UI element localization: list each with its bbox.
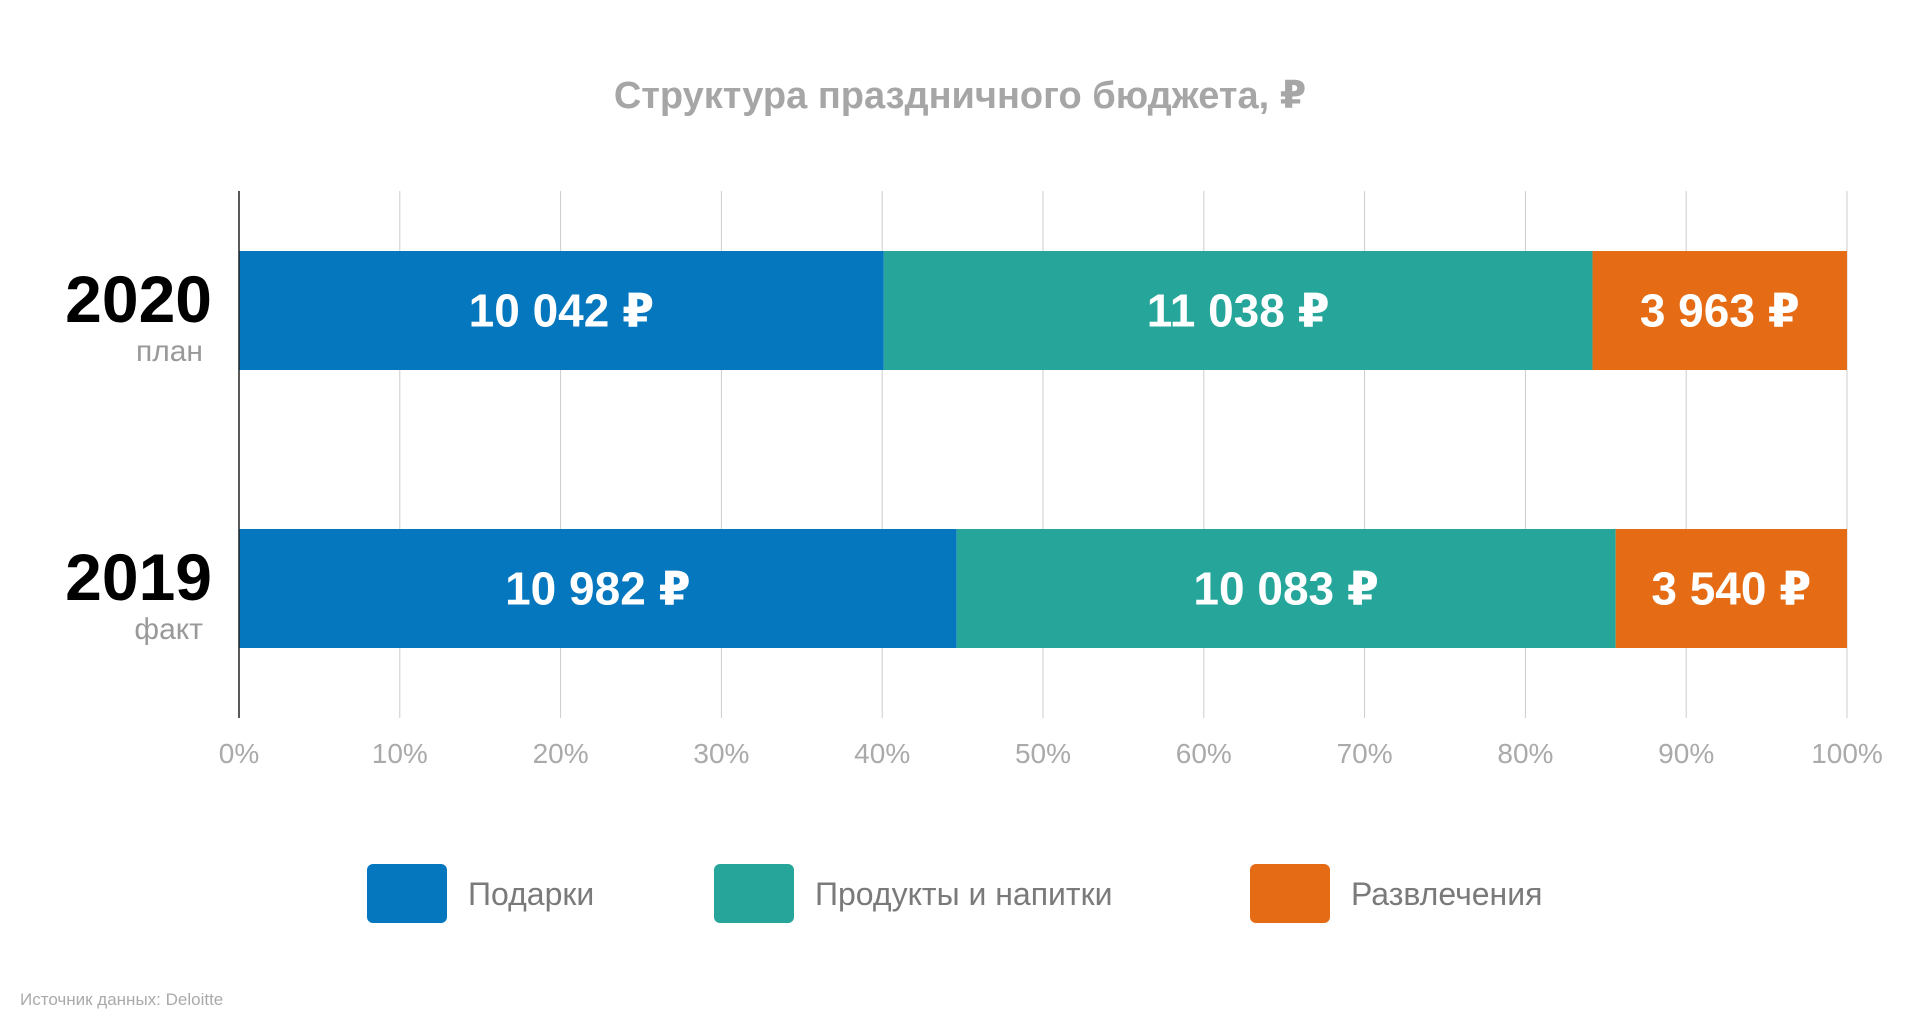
source-footer: Источник данных: Deloitte — [20, 990, 223, 1009]
x-tick-label: 0% — [219, 738, 259, 769]
legend-label: Продукты и напитки — [815, 876, 1112, 912]
category-label: 2019 — [65, 540, 212, 614]
bar-value-label: 11 038 ₽ — [1147, 285, 1330, 337]
bar-segment — [239, 529, 957, 648]
bar-value-label: 3 963 ₽ — [1640, 285, 1800, 337]
bar-value-label: 10 982 ₽ — [505, 563, 690, 615]
x-tick-label: 20% — [533, 738, 589, 769]
bar-segment — [883, 251, 1593, 370]
legend-swatch — [714, 864, 794, 923]
bar-value-label: 3 540 ₽ — [1651, 563, 1811, 615]
x-tick-label: 60% — [1176, 738, 1232, 769]
legend: Подарки Продукты и напитки Развлечения — [367, 864, 1542, 923]
bars: 10 042 ₽ 11 038 ₽ 3 963 ₽ 10 982 ₽ 10 083 ₽ 3… — [239, 251, 1847, 648]
legend-item: Развлечения — [1250, 864, 1542, 923]
category-sublabel: план — [136, 335, 203, 368]
legend-swatch — [1250, 864, 1330, 923]
legend-item: Подарки — [367, 864, 594, 923]
x-tick-label: 100% — [1811, 738, 1883, 769]
category-sublabel: факт — [134, 613, 203, 646]
x-tick-label: 90% — [1658, 738, 1714, 769]
category-label: 2020 — [65, 262, 212, 336]
legend-swatch — [367, 864, 447, 923]
bar-value-label: 10 042 ₽ — [469, 285, 654, 337]
x-tick-label: 80% — [1497, 738, 1553, 769]
bar-segment — [1592, 251, 1847, 370]
legend-item: Продукты и напитки — [714, 864, 1112, 923]
bar-value-label: 10 083 ₽ — [1193, 563, 1378, 615]
bar-segment — [239, 251, 884, 370]
bar-segment — [956, 529, 1616, 648]
chart-title: Структура праздничного бюджета, ₽ — [614, 75, 1306, 117]
x-tick-labels: 0% 10% 20% 30% 40% 50% 60% 70% 80% 90% 100% — [219, 738, 1883, 769]
x-tick-label: 40% — [854, 738, 910, 769]
bar-segment — [1615, 529, 1847, 648]
legend-label: Подарки — [468, 876, 594, 912]
x-tick-label: 10% — [372, 738, 428, 769]
legend-label: Развлечения — [1351, 876, 1542, 912]
x-tick-label: 30% — [693, 738, 749, 769]
x-tick-label: 50% — [1015, 738, 1071, 769]
x-tick-label: 70% — [1337, 738, 1393, 769]
